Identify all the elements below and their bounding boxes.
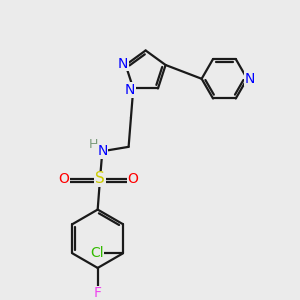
Text: N: N — [97, 144, 107, 158]
Text: N: N — [124, 83, 135, 97]
Text: N: N — [118, 56, 128, 70]
Text: O: O — [59, 172, 70, 186]
Text: Cl: Cl — [90, 246, 104, 260]
Text: O: O — [128, 172, 138, 186]
Text: F: F — [94, 286, 102, 300]
Text: S: S — [95, 171, 105, 186]
Text: N: N — [245, 72, 255, 86]
Text: H: H — [88, 138, 98, 151]
